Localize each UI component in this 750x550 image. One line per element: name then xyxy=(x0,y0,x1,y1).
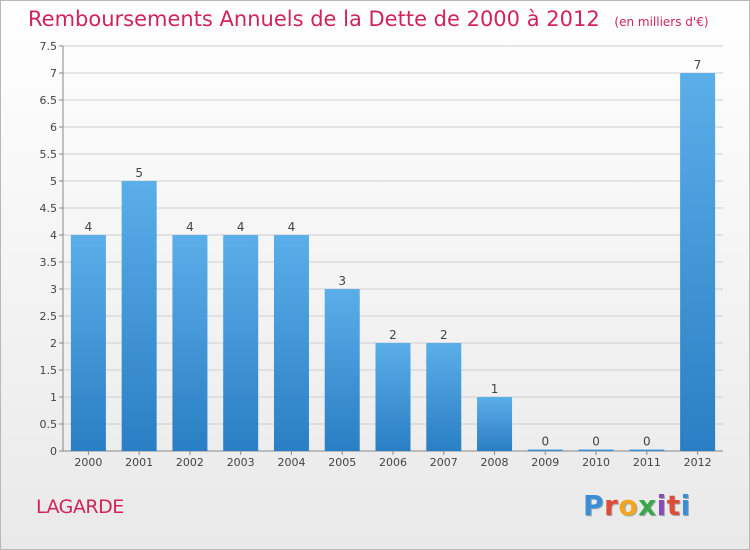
data-label: 3 xyxy=(338,274,346,288)
logo-letter: i xyxy=(656,489,667,522)
bar xyxy=(375,343,411,451)
y-tick-label: 2 xyxy=(50,337,57,350)
data-label: 0 xyxy=(643,435,651,449)
chart-subtitle: (en milliers d'€) xyxy=(614,15,709,29)
logo-letter: i xyxy=(680,489,691,522)
x-tick-label: 2001 xyxy=(125,456,153,469)
bar xyxy=(172,235,208,451)
bar xyxy=(629,449,665,451)
data-label: 4 xyxy=(237,220,245,234)
data-label: 2 xyxy=(389,328,397,342)
x-tick-label: 2005 xyxy=(328,456,356,469)
x-tick-label: 2012 xyxy=(684,456,712,469)
x-tick-label: 2003 xyxy=(227,456,255,469)
x-tick-label: 2007 xyxy=(430,456,458,469)
data-label: 0 xyxy=(541,435,549,449)
y-tick-label: 3 xyxy=(50,283,57,296)
x-tick-label: 2010 xyxy=(582,456,610,469)
y-tick-label: 0 xyxy=(50,445,57,458)
bar xyxy=(273,235,309,451)
bar xyxy=(527,449,563,451)
x-tick-label: 2002 xyxy=(176,456,204,469)
y-tick-label: 6 xyxy=(50,121,57,134)
bar xyxy=(477,397,513,451)
bar xyxy=(680,73,716,451)
municipality-name: LAGARDE xyxy=(36,496,124,518)
y-tick-label: 2.5 xyxy=(40,310,58,323)
y-tick-label: 5 xyxy=(50,175,57,188)
bar xyxy=(426,343,462,451)
y-tick-label: 4.5 xyxy=(40,202,58,215)
y-tick-label: 0.5 xyxy=(40,418,58,431)
logo-letter: r xyxy=(604,489,619,522)
data-label: 4 xyxy=(288,220,296,234)
labels: 00.511.522.533.544.555.566.577.542000520… xyxy=(40,40,712,469)
data-label: 4 xyxy=(186,220,194,234)
y-tick-label: 1.5 xyxy=(40,364,58,377)
chart-title: Remboursements Annuels de la Dette de 20… xyxy=(28,7,709,31)
y-tick-label: 7.5 xyxy=(40,40,58,53)
x-tick-label: 2011 xyxy=(633,456,661,469)
proxiti-logo[interactable]: Proxiti xyxy=(583,489,691,522)
y-tick-label: 7 xyxy=(50,67,57,80)
x-tick-label: 2008 xyxy=(481,456,509,469)
logo-letter: P xyxy=(583,489,605,522)
bar xyxy=(70,235,106,451)
data-label: 5 xyxy=(135,166,143,180)
x-tick-label: 2004 xyxy=(277,456,305,469)
y-tick-label: 4 xyxy=(50,229,57,242)
y-tick-label: 3.5 xyxy=(40,256,58,269)
logo-letter: x xyxy=(638,489,657,522)
chart-title-text: Remboursements Annuels de la Dette de 20… xyxy=(28,7,600,31)
x-tick-label: 2006 xyxy=(379,456,407,469)
x-tick-label: 2000 xyxy=(74,456,102,469)
bar xyxy=(324,289,360,451)
bars xyxy=(70,73,716,451)
y-tick-label: 1 xyxy=(50,391,57,404)
data-label: 1 xyxy=(491,382,499,396)
y-tick-label: 5.5 xyxy=(40,148,58,161)
logo-letter: o xyxy=(618,489,639,522)
data-label: 2 xyxy=(440,328,448,342)
data-label: 4 xyxy=(85,220,93,234)
y-tick-label: 6.5 xyxy=(40,94,58,107)
logo-letter: t xyxy=(666,489,681,522)
bar xyxy=(223,235,259,451)
bar xyxy=(121,181,157,451)
data-label: 0 xyxy=(592,435,600,449)
data-label: 7 xyxy=(694,58,702,72)
bar xyxy=(578,449,614,451)
x-tick-label: 2009 xyxy=(531,456,559,469)
